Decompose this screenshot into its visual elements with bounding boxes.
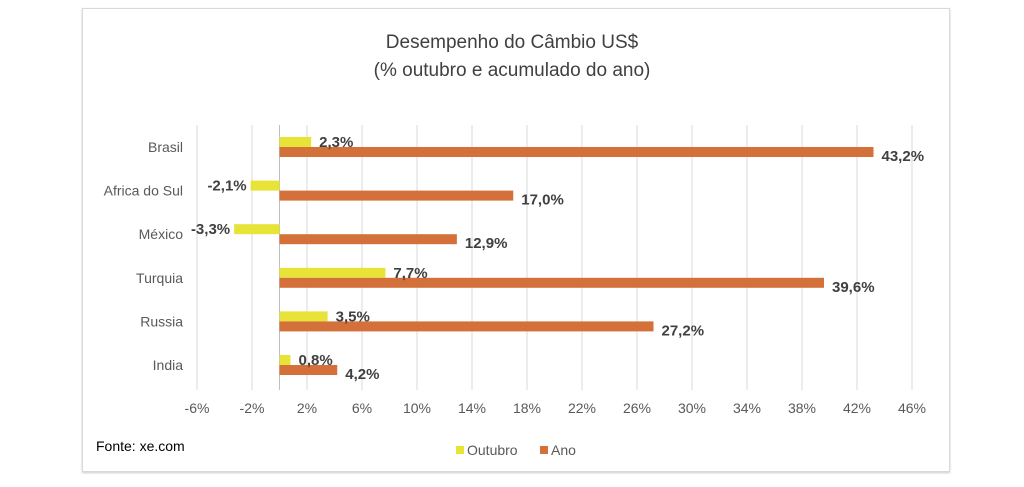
chart-frame: [82, 8, 950, 472]
bar-ano: [279, 365, 338, 375]
x-tick-label: 6%: [352, 400, 372, 416]
x-tick-label: 2%: [297, 400, 317, 416]
data-label: 7,7%: [393, 265, 427, 282]
bar-outubro: [279, 137, 312, 147]
bar-outubro: [279, 355, 291, 365]
source-note: Fonte: xe.com: [96, 438, 185, 454]
category-label: India: [153, 357, 184, 373]
category-label: México: [139, 226, 184, 242]
legend-swatch-outubro: [456, 446, 464, 454]
x-tick-label: 34%: [733, 400, 761, 416]
data-label: 0,8%: [299, 352, 333, 369]
x-tick-label: 14%: [458, 400, 486, 416]
legend-label: Outubro: [467, 442, 518, 458]
x-tick-label: 30%: [678, 400, 706, 416]
chart-title: Desempenho do Câmbio US$: [386, 32, 639, 53]
x-tick-label: 26%: [623, 400, 651, 416]
data-label: 3,5%: [336, 308, 370, 325]
x-tick-label: 18%: [513, 400, 541, 416]
category-label: Africa do Sul: [104, 183, 183, 199]
bar-ano: [279, 277, 824, 288]
x-tick-label: -2%: [240, 400, 265, 416]
legend-swatch-ano: [540, 446, 548, 454]
category-label: Turquia: [136, 270, 183, 286]
data-label: 39,6%: [832, 279, 875, 296]
bar-ano: [279, 147, 874, 157]
category-label: Brasil: [148, 139, 183, 155]
bar-outubro: [279, 311, 328, 322]
bar-ano: [279, 234, 457, 245]
data-label: 2,3%: [319, 134, 353, 151]
data-label: 43,2%: [882, 148, 925, 165]
data-label: 17,0%: [521, 192, 564, 209]
data-label: -2,1%: [207, 178, 246, 195]
x-tick-label: 22%: [568, 400, 596, 416]
bar-outubro: [250, 180, 280, 191]
x-tick-label: 10%: [403, 400, 431, 416]
data-label: 4,2%: [345, 366, 379, 383]
x-tick-label: 46%: [898, 400, 926, 416]
x-tick-label: 42%: [843, 400, 871, 416]
data-label: 27,2%: [662, 322, 705, 339]
bar-outubro: [279, 267, 386, 278]
data-label: 12,9%: [465, 235, 508, 252]
chart-subtitle: (% outubro e acumulado do ano): [374, 60, 651, 81]
bar-ano: [279, 190, 514, 201]
legend-label: Ano: [551, 442, 576, 458]
x-tick-label: 38%: [788, 400, 816, 416]
data-label: -3,3%: [191, 221, 230, 238]
category-label: Russia: [140, 313, 183, 329]
bar-outubro: [234, 224, 280, 235]
bar-ano: [279, 321, 654, 332]
x-tick-label: -6%: [185, 400, 210, 416]
